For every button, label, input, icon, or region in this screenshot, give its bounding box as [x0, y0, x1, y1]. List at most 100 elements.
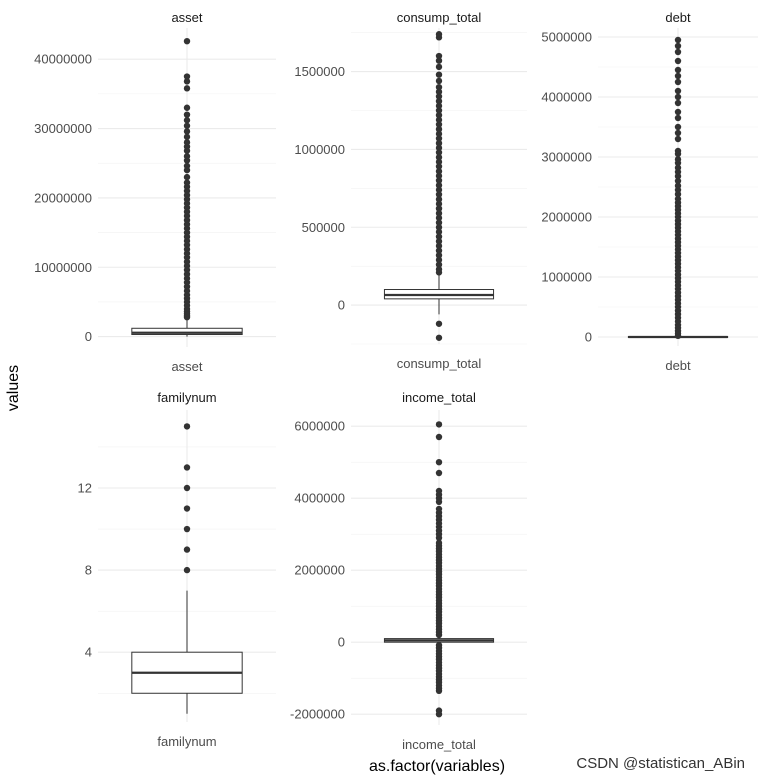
outlier-point	[435, 487, 443, 495]
outlier-point	[183, 423, 191, 430]
outlier-point	[183, 162, 191, 170]
outlier-point	[435, 459, 443, 466]
outlier-point	[435, 57, 443, 64]
outlier-point	[435, 252, 443, 259]
y-tick-label: 0	[338, 635, 345, 650]
outlier-point	[183, 111, 191, 118]
outlier-point	[435, 177, 443, 184]
outlier-point	[435, 182, 443, 189]
outlier-point	[435, 125, 443, 133]
y-tick-label: 8	[85, 563, 92, 578]
outlier-point	[435, 711, 443, 718]
outlier-point	[435, 31, 443, 38]
outlier-point	[435, 214, 443, 222]
outlier-point	[674, 123, 682, 131]
outlier-point	[435, 196, 443, 203]
outlier-point	[435, 52, 443, 60]
outlier-point	[183, 128, 191, 135]
outlier-point	[435, 687, 443, 694]
outlier-point	[674, 48, 682, 56]
outlier-point	[435, 247, 443, 254]
outlier-point	[435, 539, 443, 547]
outlier-point	[674, 87, 682, 95]
outlier-point	[435, 168, 443, 175]
box-iqr	[131, 327, 243, 336]
outlier-point	[435, 433, 443, 441]
outlier-point	[435, 228, 443, 236]
outlier-point	[435, 130, 443, 138]
y-tick-label: 6000000	[294, 419, 345, 434]
outlier-point	[435, 158, 443, 166]
outlier-point	[435, 163, 443, 170]
y-tick-label: 1500000	[294, 64, 345, 79]
outlier-point	[183, 104, 191, 111]
strip-label-income_total: income_total	[402, 390, 476, 405]
outlier-point	[435, 334, 443, 341]
outlier-point	[674, 99, 682, 107]
outlier-point	[674, 93, 682, 101]
outlier-point	[435, 144, 443, 152]
outlier-point	[435, 256, 443, 264]
y-tick-label: 10000000	[34, 260, 92, 275]
y-tick-label: 500000	[302, 220, 345, 235]
x-tick-label-debt: debt	[665, 358, 691, 373]
outlier-point	[674, 42, 682, 50]
outlier-point	[435, 71, 443, 78]
y-tick-label: 0	[585, 330, 592, 345]
outlier-point	[183, 179, 191, 186]
outlier-point	[435, 266, 443, 273]
outlier-point	[183, 546, 191, 553]
outlier-point	[435, 121, 443, 128]
outlier-point	[183, 173, 191, 181]
outlier-point	[183, 153, 191, 160]
outlier-point	[435, 88, 443, 96]
outlier-point	[435, 135, 443, 142]
outlier-point	[674, 195, 682, 203]
outlier-point	[435, 219, 443, 226]
outlier-point	[674, 108, 682, 116]
outlier-point	[674, 164, 682, 171]
outlier-point	[183, 122, 191, 129]
x-tick-label-asset: asset	[171, 359, 202, 374]
outlier-point	[435, 154, 443, 161]
x-tick-label-income_total: income_total	[402, 737, 476, 752]
outlier-point	[435, 224, 443, 231]
outlier-point	[183, 525, 191, 533]
y-tick-label: 1000000	[541, 270, 592, 285]
outlier-point	[183, 73, 191, 80]
outlier-point	[674, 114, 682, 122]
outlier-point	[674, 135, 682, 143]
outlier-point	[435, 200, 443, 208]
outlier-point	[435, 233, 443, 240]
strip-label-familynum: familynum	[157, 390, 216, 405]
outlier-point	[183, 505, 191, 512]
watermark: CSDN @statistican_ABin	[576, 755, 745, 772]
outlier-point	[674, 129, 682, 137]
y-tick-label: 4000000	[541, 90, 592, 105]
outlier-point	[674, 182, 682, 189]
outlier-point	[183, 85, 191, 92]
panel-consump_total: consump_total 0 500000 1000000 1500000 consum…	[294, 10, 527, 371]
outlier-point	[435, 421, 443, 428]
outlier-point	[435, 242, 443, 250]
outlier-point	[674, 156, 682, 163]
outlier-point	[183, 78, 191, 85]
x-tick-label-familynum: familynum	[157, 734, 216, 749]
y-tick-label: 2000000	[541, 210, 592, 225]
outlier-point	[435, 139, 443, 147]
outlier-point	[435, 191, 443, 198]
outlier-point	[674, 66, 682, 74]
strip-label-consump_total: consump_total	[397, 10, 482, 25]
outlier-point	[183, 484, 191, 492]
outlier-point	[435, 261, 443, 268]
outlier-point	[435, 149, 443, 156]
y-tick-label: 12	[78, 481, 92, 496]
outlier-point	[674, 36, 682, 44]
outlier-point	[435, 469, 443, 477]
outlier-point	[183, 117, 191, 124]
y-tick-label: 30000000	[34, 121, 92, 136]
outlier-point	[183, 139, 191, 146]
y-tick-label: 20000000	[34, 190, 92, 205]
outlier-point	[674, 72, 682, 80]
